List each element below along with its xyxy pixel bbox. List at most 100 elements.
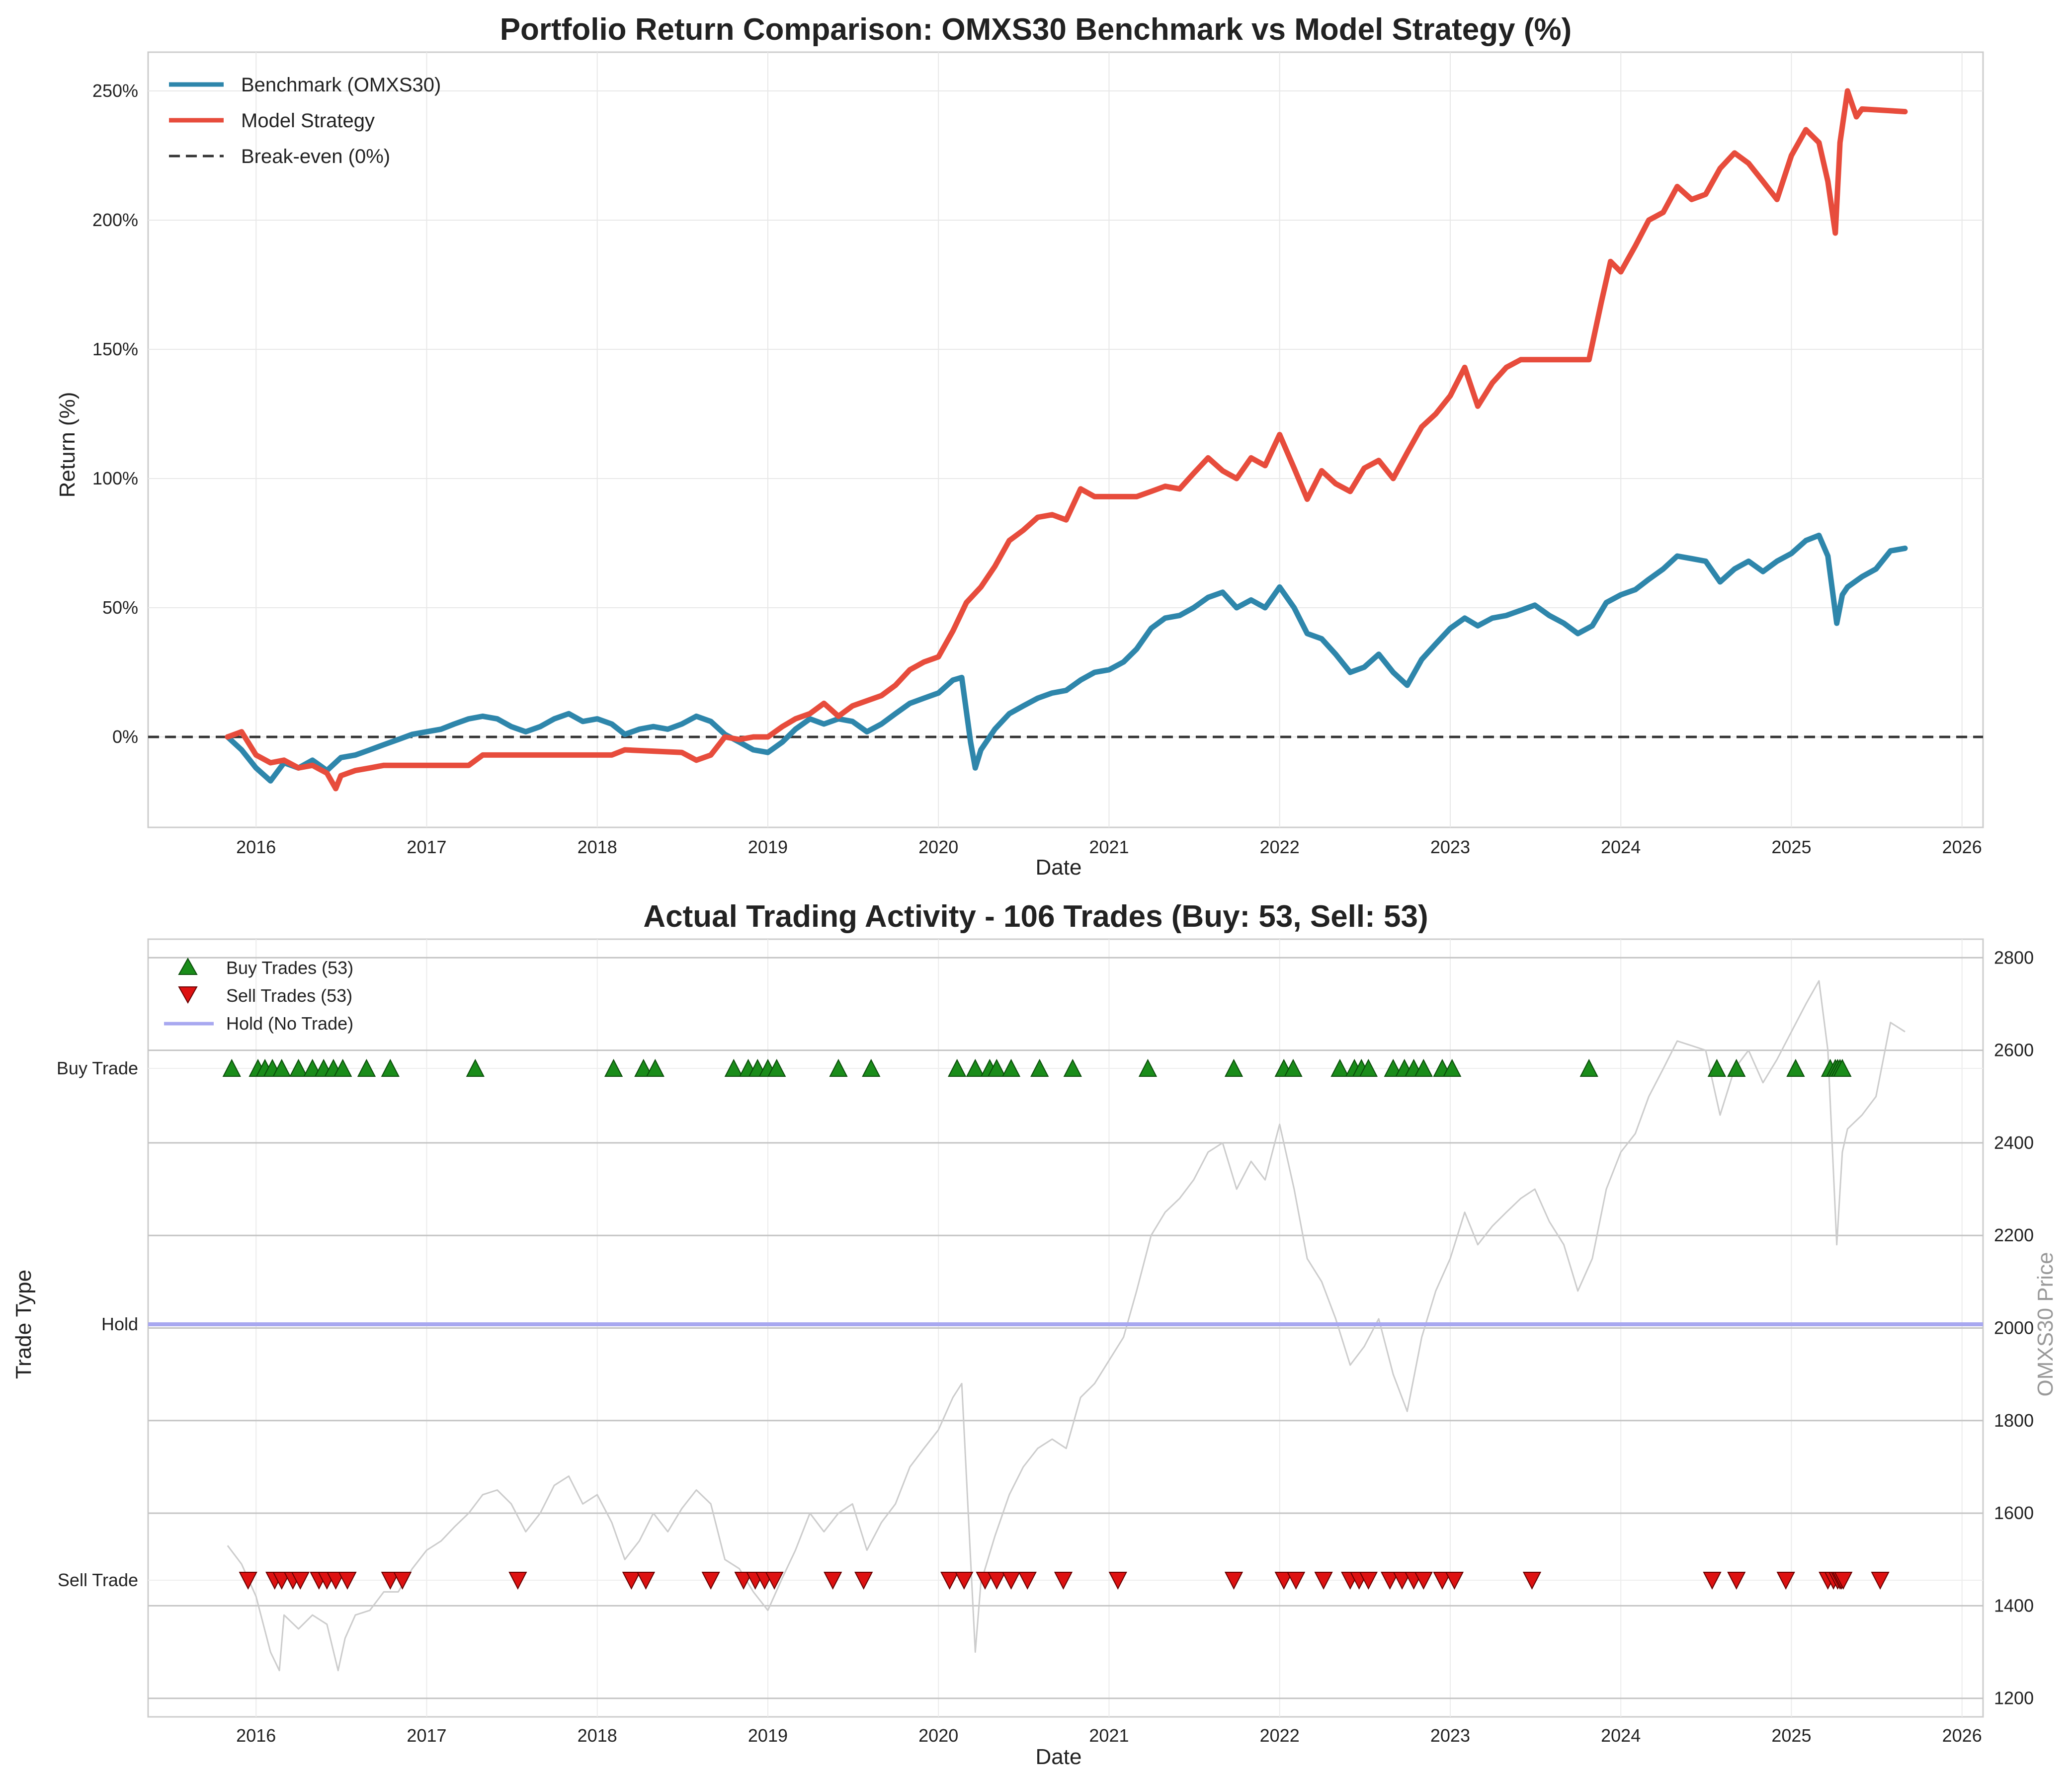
buy-trade-marker: [1833, 1058, 1852, 1077]
x-tick-label: 2025: [1771, 837, 1811, 857]
price-tick-label: 2600: [1994, 1040, 2034, 1060]
price-tick-label: 1800: [1994, 1410, 2034, 1431]
buy-trade-marker: [1414, 1058, 1433, 1077]
legend-label-model: Model Strategy: [241, 110, 375, 132]
x-tick-label: 2025: [1771, 1725, 1811, 1746]
sell-trade-marker: [1445, 1572, 1464, 1590]
return-chart-legend: Benchmark (OMXS30) Model Strategy Break-…: [169, 74, 441, 167]
sell-trade-marker: [326, 1572, 345, 1590]
x-tick-label: 2021: [1089, 1725, 1129, 1746]
trading-activity-chart: 2016 2017 2018 2019 2020 2021 2022 2023 2024 2025…: [11, 899, 2058, 1769]
sell-trade-marker: [765, 1572, 784, 1590]
buy-trade-marker: [604, 1058, 623, 1077]
price-tick-label: 1600: [1994, 1503, 2034, 1523]
omxs30-price-series: [227, 980, 1906, 1672]
buy-trade-marker: [1579, 1058, 1598, 1077]
buy-trade-marker: [829, 1058, 848, 1077]
trade-type-tick-label: Sell Trade: [58, 1570, 138, 1590]
buy-trade-marker: [1030, 1058, 1049, 1077]
sell-trade-marker: [824, 1572, 842, 1590]
x-tick-label: 2024: [1601, 1725, 1641, 1746]
omxs30-price-line: [227, 980, 1906, 1672]
sell-trade-marker: [1414, 1572, 1433, 1590]
buy-trade-marker: [303, 1058, 322, 1077]
buy-trade-marker: [1727, 1058, 1746, 1077]
legend-label-sell: Sell Trades (53): [226, 985, 352, 1006]
buy-trade-marker: [333, 1058, 352, 1077]
return-chart-frame: [147, 51, 1984, 828]
buy-trade-marker: [1359, 1058, 1378, 1077]
sell-trade-marker: [1018, 1572, 1037, 1590]
return-series: [225, 88, 1908, 792]
x-tick-label: 2024: [1601, 837, 1641, 857]
buy-trade-marker: [1443, 1058, 1462, 1077]
sell-trade-marker: [1703, 1572, 1722, 1590]
sell-trade-marker: [272, 1572, 291, 1590]
x-tick-label: 2018: [578, 1725, 617, 1746]
sell-trade-marker: [1727, 1572, 1746, 1590]
return-chart-x-tick-labels: 2016 2017 2018 2019 2020 2021 2022 2023 2024 2025…: [236, 837, 1982, 857]
return-chart-grid: [148, 52, 1983, 827]
trade-markers: [222, 1058, 1890, 1590]
x-tick-label: 2021: [1089, 837, 1129, 857]
x-tick-label: 2016: [236, 1725, 276, 1746]
buy-trade-marker: [767, 1058, 786, 1077]
sell-trade-marker: [1522, 1572, 1542, 1590]
x-tick-label: 2022: [1260, 837, 1300, 857]
y-tick-label: 250%: [92, 81, 138, 101]
buy-trade-marker: [357, 1058, 376, 1077]
buy-trade-marker: [381, 1058, 400, 1077]
x-tick-label: 2023: [1430, 837, 1470, 857]
legend-label-break-even: Break-even (0%): [241, 146, 390, 167]
x-tick-label: 2019: [748, 837, 788, 857]
sell-trade-marker: [976, 1572, 995, 1590]
sell-trade-marker: [854, 1572, 873, 1590]
price-tick-label: 2200: [1994, 1225, 2034, 1245]
legend-swatch-sell: [178, 986, 198, 1004]
sell-trade-marker: [1001, 1572, 1021, 1590]
return-chart-x-label: Date: [1036, 855, 1082, 880]
legend-label-hold: Hold (No Trade): [226, 1013, 353, 1034]
buy-trade-marker: [1063, 1058, 1082, 1077]
sell-trade-marker: [1776, 1572, 1795, 1590]
sell-trade-marker: [393, 1572, 412, 1590]
trading-chart-y-label: Trade Type: [11, 1270, 36, 1379]
x-tick-label: 2017: [407, 837, 446, 857]
y-tick-label: 150%: [92, 339, 138, 359]
return-chart-y-tick-labels: 0% 50% 100% 150% 200% 250%: [92, 81, 138, 747]
buy-trade-marker: [634, 1058, 653, 1077]
x-tick-label: 2016: [236, 837, 276, 857]
buy-trade-marker: [466, 1058, 485, 1077]
trading-chart-y-tick-labels: Sell Trade Hold Buy Trade: [57, 1058, 138, 1590]
buy-trade-marker: [1786, 1058, 1805, 1077]
x-tick-label: 2018: [578, 837, 617, 857]
legend-label-benchmark: Benchmark (OMXS30): [241, 74, 441, 96]
buy-trade-marker: [724, 1058, 743, 1077]
sell-trade-marker: [1393, 1572, 1411, 1590]
buy-trade-marker: [222, 1058, 241, 1077]
price-tick-label: 2400: [1994, 1132, 2034, 1153]
sell-trade-marker: [987, 1572, 1006, 1590]
legend-label-buy: Buy Trades (53): [226, 958, 353, 978]
x-tick-label: 2020: [918, 837, 958, 857]
price-axis-tick-labels: 1200 1400 1600 1800 2000 2200 2400 2600 2800: [1994, 947, 2034, 1708]
sell-trade-marker: [636, 1572, 656, 1590]
y-tick-label: 50%: [102, 597, 138, 618]
model-strategy-line: [225, 88, 1908, 792]
sell-trade-marker: [701, 1572, 720, 1590]
trading-chart-x-label: Date: [1036, 1745, 1082, 1769]
y-tick-label: 0%: [112, 726, 138, 747]
y-tick-label: 200%: [92, 210, 138, 230]
buy-trade-marker: [646, 1058, 664, 1077]
sell-trade-marker: [940, 1572, 959, 1590]
buy-trade-marker: [1138, 1058, 1158, 1077]
sell-trade-marker: [1433, 1572, 1452, 1590]
sell-trade-marker: [1224, 1572, 1243, 1590]
x-tick-label: 2022: [1260, 1725, 1300, 1746]
return-chart-y-label: Return (%): [55, 392, 80, 498]
sell-trade-marker: [291, 1572, 310, 1590]
buy-trade-marker: [1707, 1058, 1727, 1077]
price-tick-label: 2800: [1994, 947, 2034, 968]
return-chart-title: Portfolio Return Comparison: OMXS30 Benc…: [500, 12, 1572, 47]
price-axis-label: OMXS30 Price: [2033, 1252, 2058, 1397]
